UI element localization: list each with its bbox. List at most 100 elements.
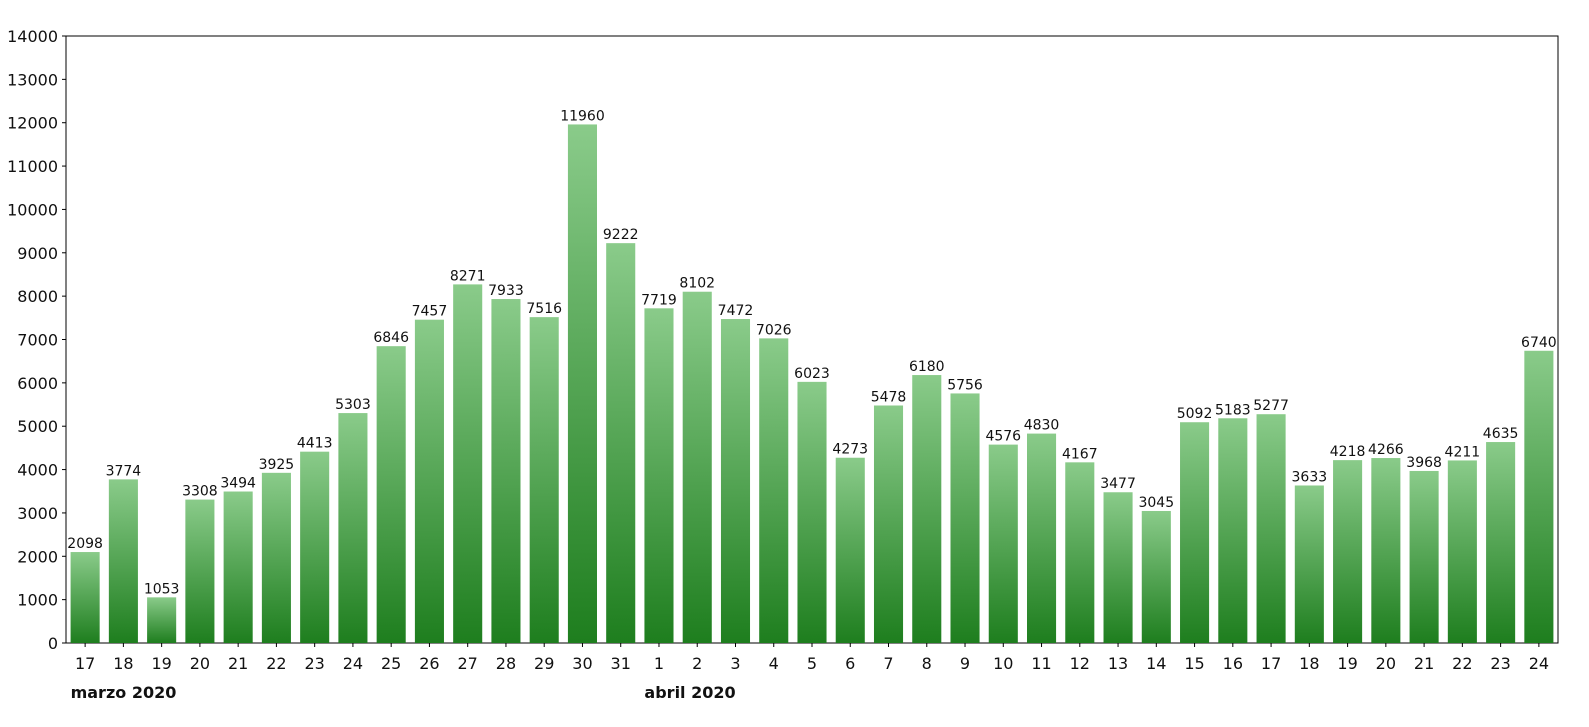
- x-tick-label: 7: [883, 654, 893, 673]
- bar-value-label: 1053: [144, 581, 180, 597]
- x-tick-label: 19: [151, 654, 171, 673]
- bar-value-label: 4167: [1062, 446, 1098, 462]
- bar: [414, 319, 444, 643]
- bar: [376, 346, 406, 643]
- bar: [720, 319, 751, 643]
- bar-value-label: 7516: [526, 301, 562, 317]
- x-tick-label: 15: [1184, 654, 1204, 673]
- bar: [147, 597, 177, 643]
- bar: [338, 413, 368, 643]
- bar: [1524, 350, 1554, 643]
- bar: [835, 457, 865, 643]
- y-axis: 0 1000 2000 3000 4000 5000 6000 7000 8000 9000 100…: [7, 27, 66, 653]
- x-tick-label: 13: [1108, 654, 1128, 673]
- x-tick-label: 19: [1337, 654, 1357, 673]
- bar: [1027, 433, 1057, 643]
- bar: [797, 381, 827, 643]
- bar: [108, 479, 138, 643]
- bar-value-label: 7719: [641, 292, 677, 308]
- x-tick-label: 29: [534, 654, 554, 673]
- x-tick-label: 30: [572, 654, 592, 673]
- y-tick-label: 4000: [17, 461, 58, 480]
- x-tick-label: 17: [1261, 654, 1281, 673]
- x-axis: 17 18 19 20 21 22 23 24 25 26 27 28 29 30 31 1 2 3 4 5 6 7 8 9 1…: [75, 643, 1549, 673]
- x-tick-label: 17: [75, 654, 95, 673]
- x-tick-label: 26: [419, 654, 439, 673]
- bar: [606, 243, 636, 643]
- x-tick-label: 20: [1376, 654, 1396, 673]
- x-tick-label: 28: [496, 654, 516, 673]
- bar-value-label: 4266: [1368, 442, 1404, 458]
- y-tick-label: 2000: [17, 547, 58, 566]
- x-tick-label: 3: [730, 654, 740, 673]
- y-tick-label: 13000: [7, 70, 58, 89]
- bar: [185, 499, 215, 643]
- y-tick-label: 11000: [7, 157, 58, 176]
- month-label: abril 2020: [644, 683, 735, 702]
- x-tick-label: 11: [1031, 654, 1051, 673]
- bar: [1141, 510, 1171, 643]
- y-tick-label: 8000: [17, 287, 58, 306]
- y-tick-label: 3000: [17, 504, 58, 523]
- bar: [567, 124, 597, 644]
- bar-value-label: 3477: [1100, 476, 1136, 492]
- y-tick-label: 1000: [17, 591, 58, 610]
- y-tick-label: 6000: [17, 374, 58, 393]
- bar-value-label: 4218: [1330, 444, 1366, 460]
- bar: [1333, 460, 1363, 643]
- bar-value-label: 4830: [1024, 418, 1060, 434]
- x-tick-label: 31: [611, 654, 631, 673]
- bar: [988, 444, 1018, 643]
- y-tick-label: 9000: [17, 244, 58, 263]
- bar-value-label: 4413: [297, 436, 333, 452]
- y-tick-label: 5000: [17, 417, 58, 436]
- bar: [1371, 458, 1401, 643]
- y-tick-label: 12000: [7, 114, 58, 133]
- bar: [759, 338, 789, 643]
- bar-value-label: 5277: [1253, 398, 1289, 414]
- bar: [300, 451, 330, 643]
- bar-value-label: 3308: [182, 484, 218, 500]
- bar-value-label: 2098: [67, 536, 103, 552]
- bar-value-label: 3925: [259, 457, 295, 473]
- x-tick-label: 21: [228, 654, 248, 673]
- bar-value-label: 5303: [335, 397, 371, 413]
- x-tick-label: 20: [190, 654, 210, 673]
- bar: [1218, 418, 1248, 643]
- x-tick-label: 23: [304, 654, 324, 673]
- x-tick-label: 6: [845, 654, 855, 673]
- bar: [70, 552, 100, 643]
- x-tick-label: 27: [458, 654, 478, 673]
- month-label: marzo 2020: [71, 683, 177, 702]
- bar-value-label: 4273: [832, 442, 868, 458]
- bar: [261, 472, 291, 643]
- bar-value-label: 3774: [106, 463, 142, 479]
- bar: [529, 317, 559, 643]
- bar-value-label: 7933: [488, 283, 524, 299]
- bar-value-label: 9222: [603, 227, 639, 243]
- bar: [682, 291, 712, 643]
- bar: [453, 284, 483, 643]
- bar-value-label: 5183: [1215, 402, 1251, 418]
- bar-value-label: 5756: [947, 377, 983, 393]
- x-tick-label: 21: [1414, 654, 1434, 673]
- bar-value-label: 6180: [909, 359, 945, 375]
- bar: [950, 393, 980, 643]
- x-tick-label: 12: [1070, 654, 1090, 673]
- x-tick-label: 23: [1490, 654, 1510, 673]
- x-tick-label: 24: [343, 654, 363, 673]
- bar-value-label: 4635: [1483, 426, 1519, 442]
- bar-value-label: 7472: [718, 303, 754, 319]
- bar-value-label: 7026: [756, 322, 792, 338]
- bar-value-label: 4211: [1445, 444, 1481, 460]
- x-tick-label: 8: [922, 654, 932, 673]
- bar: [1103, 492, 1133, 643]
- bar: [1447, 460, 1477, 643]
- bar-value-label: 8102: [679, 276, 715, 292]
- bar: [1486, 442, 1516, 643]
- x-tick-label: 14: [1146, 654, 1166, 673]
- x-tick-label: 10: [993, 654, 1013, 673]
- x-tick-label: 22: [1452, 654, 1472, 673]
